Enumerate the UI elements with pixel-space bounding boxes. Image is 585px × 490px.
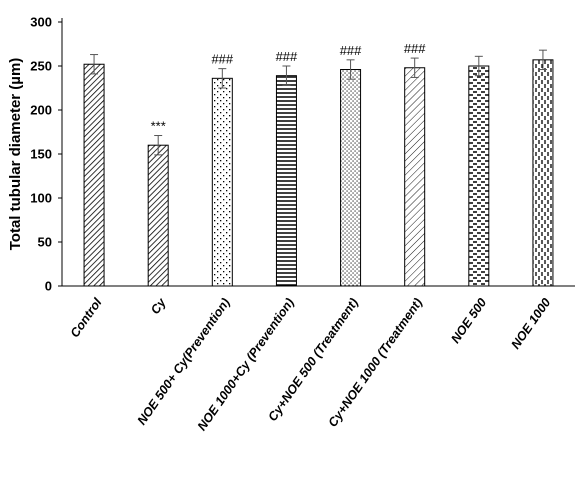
bar [532,59,554,287]
y-axis-title: Total tubular diameter (µm) [7,58,24,251]
y-tick-label: 50 [38,235,52,250]
x-category-label: Cy [148,295,169,317]
bars-layer [83,49,554,287]
bar [211,77,233,287]
y-tick-label: 200 [30,103,52,118]
y-tick-label: 0 [45,279,52,294]
y-tick-label: 150 [30,147,52,162]
error-bar [218,68,227,89]
bar [147,144,169,287]
significance-label: ### [276,49,298,64]
x-category-label: NOE 1000 [508,296,553,352]
significance-label: ### [340,43,362,58]
bar [275,75,297,287]
bar [404,67,426,287]
error-bar [346,59,355,80]
bar [340,69,362,287]
significance-label: ### [211,52,233,67]
significance-label: *** [151,119,166,134]
y-tick-label: 250 [30,59,52,74]
bar [468,65,490,287]
error-bar [154,135,163,156]
error-bar [474,55,483,77]
axes-layer [58,18,575,287]
x-category-label: Control [68,295,105,340]
y-tick-label: 300 [30,15,52,30]
error-bar [410,57,419,78]
x-category-label: NOE 500 [448,296,489,346]
error-bar [90,54,99,75]
significance-label: ### [404,41,426,56]
y-tick-label: 100 [30,191,52,206]
error-bar [538,49,547,71]
bar [83,63,105,287]
error-bar [282,65,291,86]
